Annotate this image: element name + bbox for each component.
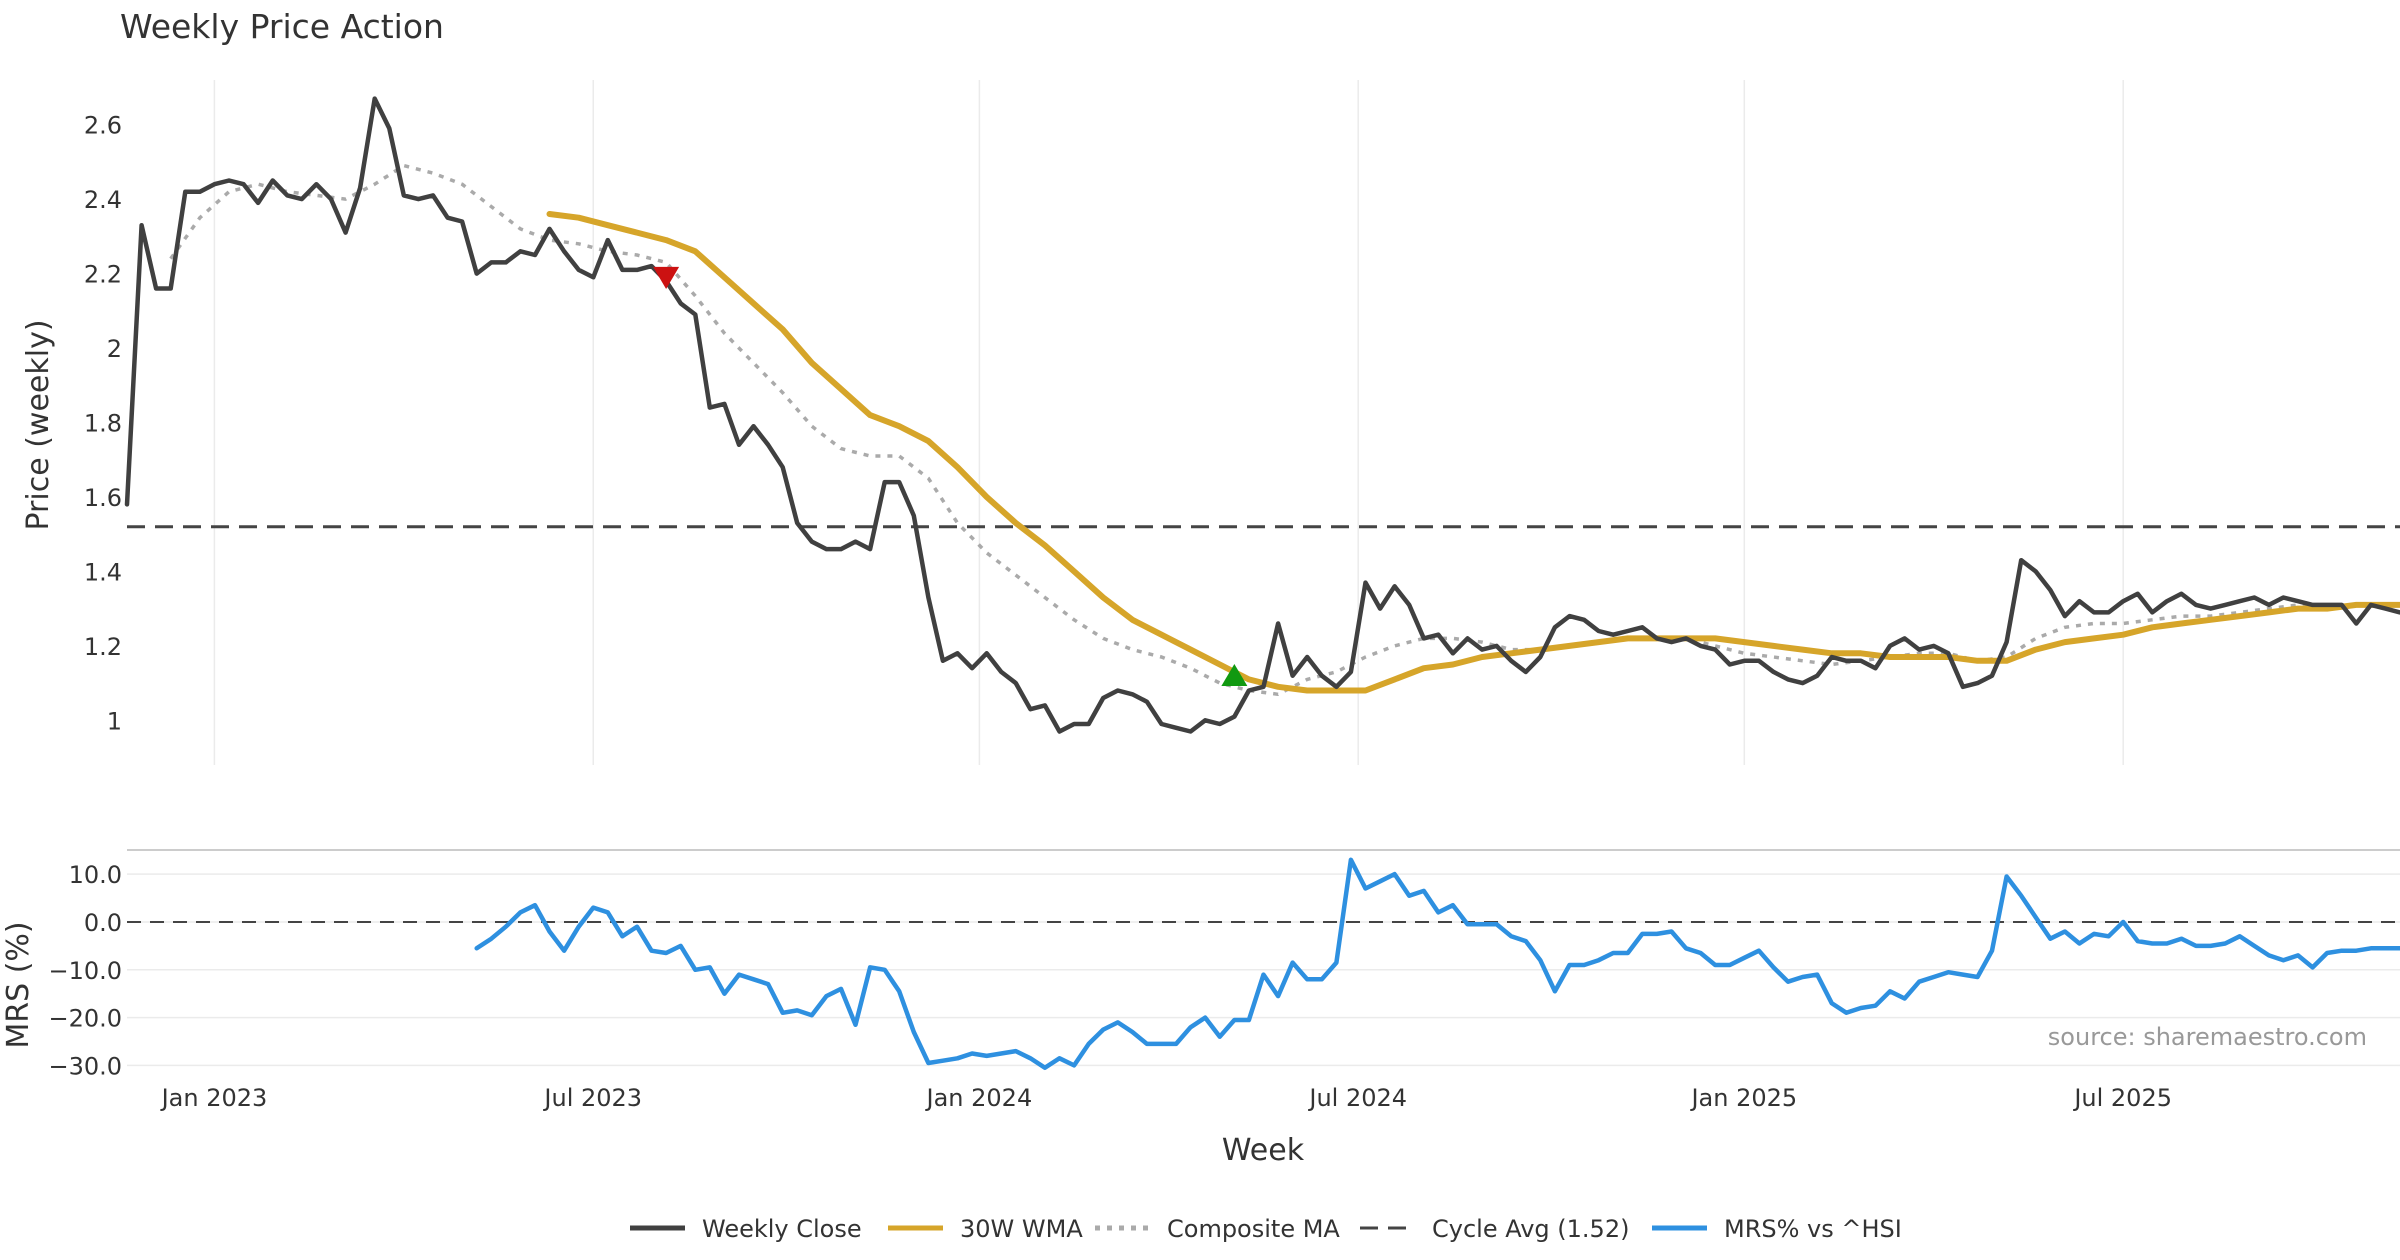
chart-title: Weekly Price Action <box>120 7 444 46</box>
price-y-tick: 2.6 <box>84 112 122 140</box>
x-tick-jul-2025: Jul 2025 <box>2072 1084 2172 1112</box>
x-tick-jan-2024: Jan 2024 <box>925 1084 1033 1112</box>
sell-signal-marker <box>653 266 680 290</box>
legend-label-weekly-close: Weekly Close <box>702 1215 862 1243</box>
x-tick-jan-2023: Jan 2023 <box>160 1084 268 1112</box>
x-tick-jul-2024: Jul 2024 <box>1307 1084 1407 1112</box>
legend-label-cycle-avg-1-52: Cycle Avg (1.52) <box>1432 1215 1629 1243</box>
price-y-tick: 1.4 <box>84 558 122 586</box>
price-series-group <box>124 96 2400 734</box>
x-axis-label: Week <box>1222 1133 1305 1168</box>
legend-label-mrs-vs-hsi: MRS% vs ^HSI <box>1724 1215 1902 1243</box>
buy-signal-marker <box>1221 663 1248 687</box>
x-tick-jul-2023: Jul 2023 <box>542 1084 642 1112</box>
source-annotation: source: sharemaestro.com <box>2048 1023 2367 1051</box>
price-y-tick: 2 <box>107 335 122 363</box>
price-gridlines <box>213 80 2124 765</box>
price-y-tick: 2.4 <box>84 186 122 214</box>
x-ticks: Jan 2023 Jul 2023 Jan 2024 Jul 2024 Jan 2025… <box>160 1084 2172 1112</box>
legend: Weekly Close 30W WMA Composite MA Cycle Avg… <box>630 1215 1902 1243</box>
price-y-tick: 2.2 <box>84 261 122 289</box>
mrs-y-ticks: 10.0 0.0 −10.0 −20.0 −30.0 <box>48 861 122 1080</box>
price-y-ticks: 1 1.2 1.4 1.6 1.8 2 2.2 2.4 2.6 <box>84 112 122 736</box>
mrs-series-group <box>474 857 2400 1071</box>
series-mrs-vs-hsi <box>474 857 2400 1071</box>
price-y-tick: 1 <box>107 707 122 735</box>
series-weekly-close <box>124 96 2400 734</box>
mrs-y-tick: −30.0 <box>48 1052 122 1080</box>
price-y-axis-label: Price (weekly) <box>21 319 56 530</box>
price-y-tick: 1.8 <box>84 410 122 438</box>
price-y-tick: 1.6 <box>84 484 122 512</box>
series-30w-wma <box>546 211 2400 694</box>
legend-label-composite-ma: Composite MA <box>1167 1215 1340 1243</box>
price-y-tick: 1.2 <box>84 633 122 661</box>
mrs-y-tick: −20.0 <box>48 1005 122 1033</box>
mrs-y-axis-label: MRS (%) <box>1 921 36 1048</box>
x-tick-jan-2025: Jan 2025 <box>1689 1084 1797 1112</box>
mrs-y-tick: 10.0 <box>69 861 122 889</box>
signal-markers <box>653 266 1248 687</box>
legend-label-30w-wma: 30W WMA <box>960 1215 1083 1243</box>
series-composite-ma <box>169 163 2400 697</box>
mrs-y-tick: −10.0 <box>48 957 122 985</box>
mrs-y-tick: 0.0 <box>84 909 122 937</box>
